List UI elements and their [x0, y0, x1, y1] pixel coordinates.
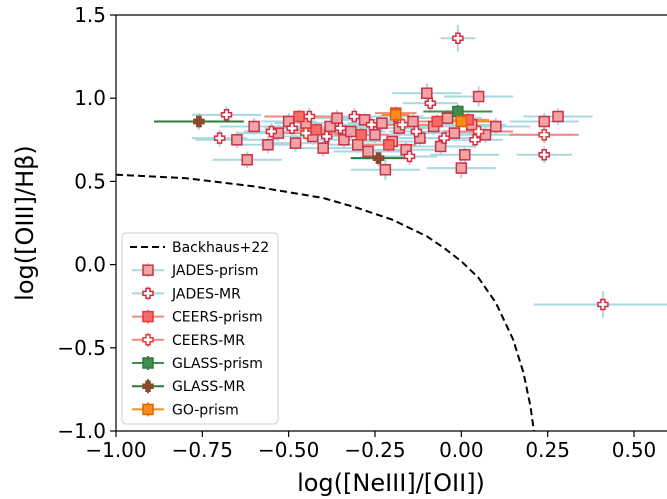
jades-prism-point [362, 145, 374, 158]
jades-prism-point [289, 137, 302, 149]
x-axis-label: log([NeIII]/[OII]) [297, 469, 485, 497]
jades-prism-point [262, 139, 274, 151]
jades-mr-point [365, 119, 378, 131]
legend-label: JADES-prism [171, 263, 259, 279]
y-tick-label: −0.5 [57, 336, 106, 360]
jades-mr-point [213, 132, 226, 144]
legend-box [121, 232, 279, 425]
jades-mr-point [286, 122, 298, 134]
jades-prism-point [421, 87, 433, 99]
x-tick-label: 0.00 [439, 438, 484, 462]
x-tick-label: −0.75 [172, 438, 233, 462]
y-tick-label: 1.5 [74, 3, 106, 27]
jades-prism-point [369, 129, 381, 141]
jades-mr-point [438, 132, 450, 144]
data-markers [193, 32, 609, 311]
glass-mr-point [193, 115, 205, 128]
jades-mr-point [265, 125, 278, 138]
legend-label: CEERS-prism [172, 310, 263, 326]
y-tick-label: 1.0 [74, 86, 106, 110]
jades-prism-point [338, 134, 350, 146]
x-ticks: −1.00 −0.75 −0.50 −0.25 0.00 0.25 0.50 [85, 431, 656, 462]
jades-prism-point [552, 110, 564, 123]
legend-label: Backhaus+22 [172, 240, 269, 256]
ceers-prism-point [431, 115, 443, 128]
x-tick-label: −0.25 [344, 438, 405, 462]
jades-prism-point [345, 125, 357, 138]
x-tick-label: −1.00 [85, 438, 146, 462]
glass-prism-point [452, 105, 464, 118]
ceers-mr-point [300, 127, 312, 139]
jades-mr-point [403, 150, 416, 163]
ceers-mr-point [396, 119, 409, 131]
jades-mr-point [469, 134, 481, 146]
x-tick-label: 0.25 [525, 438, 570, 462]
ceers-prism-point [355, 129, 367, 141]
jades-prism-point [455, 162, 468, 174]
jades-prism-point [459, 149, 471, 161]
y-ticks: −1.0 −0.5 0.0 0.5 1.0 1.5 [57, 3, 116, 443]
jades-prism-point [317, 142, 329, 154]
jades-mr-point [424, 97, 437, 109]
legend-label: GO-prism [172, 402, 239, 418]
jades-prism-point [448, 127, 461, 139]
legend-marker [142, 264, 154, 276]
legend-marker [142, 380, 154, 392]
ceers-mr-point [538, 129, 550, 141]
legend-marker [142, 310, 154, 323]
legend-marker [142, 334, 154, 346]
legend-label: JADES-MR [171, 286, 241, 302]
ceers-prism-point [383, 139, 395, 151]
jades-mr-point [334, 122, 347, 134]
y-tick-label: −1.0 [57, 419, 106, 443]
jades-prism-point [441, 112, 454, 124]
jades-mr-point [410, 125, 423, 138]
legend-label: GLASS-MR [172, 379, 245, 395]
jades-prism-point [376, 117, 388, 129]
ceers-prism-point [310, 124, 323, 136]
jades-mr-point [220, 109, 233, 121]
jades-mr-point [538, 149, 550, 161]
jades-prism-point [490, 120, 502, 133]
jades-prism-point [351, 139, 364, 151]
jades-mr-point [348, 110, 361, 123]
jades-mr-point [597, 298, 609, 311]
legend-marker [142, 357, 154, 369]
glass-mr-point [372, 152, 385, 164]
legend: Backhaus+22 JADES-prism JADES-MR CEERS-pris… [121, 232, 279, 425]
jades-prism-point [472, 90, 485, 103]
jades-prism-point [538, 115, 550, 128]
jades-prism-point [331, 112, 343, 124]
jades-prism-point [407, 115, 419, 128]
jades-prism-point [379, 164, 392, 176]
legend-label: GLASS-prism [172, 356, 263, 372]
jades-prism-point [231, 134, 243, 146]
y-axis-label: log([OIII]/Hβ) [11, 145, 39, 301]
legend-marker [142, 403, 154, 416]
jades-prism-point [241, 154, 253, 166]
jades-mr-point [452, 32, 464, 45]
legend-label: CEERS-MR [172, 333, 245, 349]
y-tick-label: 0.0 [74, 253, 106, 277]
ceers-prism-point [293, 110, 305, 123]
jades-prism-point [434, 140, 447, 153]
x-tick-label: −0.50 [258, 438, 319, 462]
go-prism-point [389, 109, 402, 121]
y-tick-label: 0.5 [74, 169, 106, 193]
axes-frame [115, 14, 667, 432]
ceers-mr-point [472, 125, 485, 138]
jades-prism-point [248, 120, 260, 133]
x-tick-label: 0.50 [612, 438, 657, 462]
legend-marker [142, 287, 154, 300]
go-prism-point [455, 115, 468, 128]
